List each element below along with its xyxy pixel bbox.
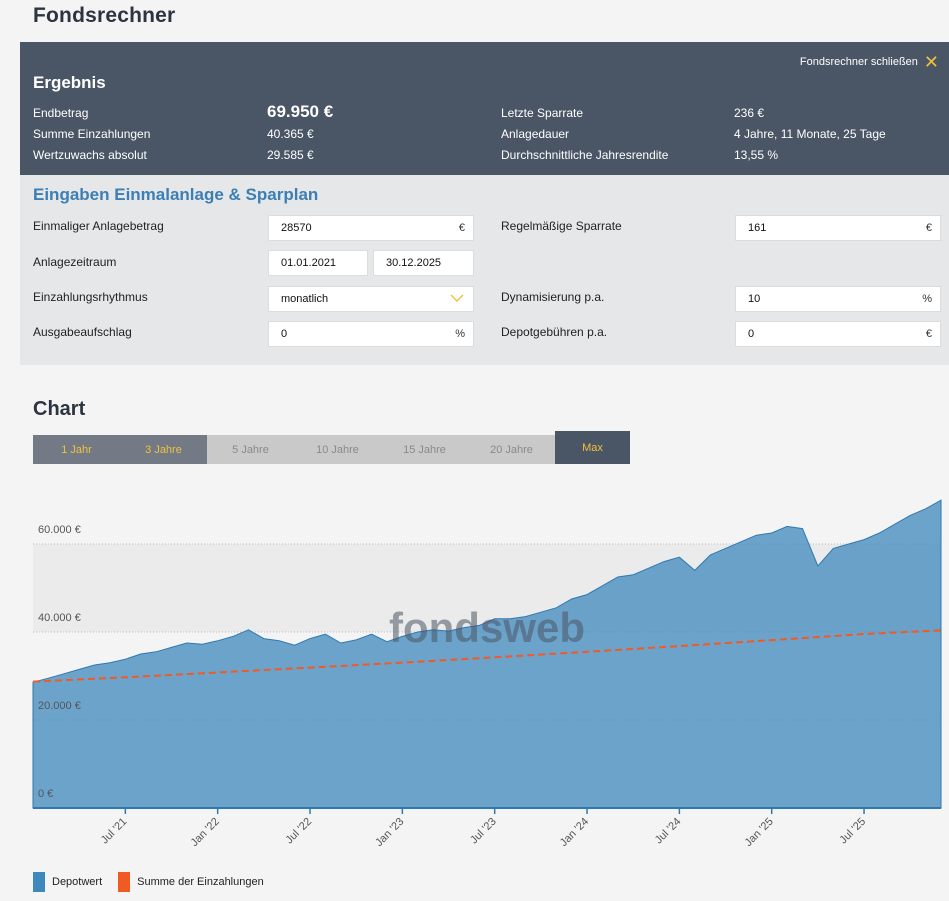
x-tick-label: Jul '25 bbox=[837, 816, 868, 847]
legend-depotwert: Depotwert bbox=[52, 876, 103, 888]
endbetrag-label: Endbetrag bbox=[33, 106, 89, 120]
letzte-sparrate-label: Letzte Sparrate bbox=[501, 106, 584, 120]
depot-label: Depotgebühren p.a. bbox=[501, 325, 608, 339]
jahresrendite-label: Durchschnittliche Jahresrendite bbox=[501, 148, 669, 162]
wertzuwachs-value: 29.585 € bbox=[267, 148, 314, 162]
zeitraum-start-input[interactable]: 01.01.2021 bbox=[268, 250, 368, 276]
range-selector: 1 Jahr 3 Jahre 5 Jahre 10 Jahre 15 Jahre… bbox=[33, 431, 630, 464]
x-tick-label: Jan '25 bbox=[742, 816, 775, 849]
y-tick-label: 20.000 € bbox=[38, 700, 81, 712]
dynamik-label: Dynamisierung p.a. bbox=[501, 290, 605, 304]
depot-value: 0 bbox=[748, 328, 755, 340]
dynamik-input[interactable]: 10 % bbox=[735, 286, 941, 312]
einzahlungen-swatch bbox=[118, 872, 131, 892]
depot-input[interactable]: 0 € bbox=[735, 321, 941, 347]
wertzuwachs-label: Wertzuwachs absolut bbox=[33, 148, 147, 162]
depotwert-swatch bbox=[33, 872, 45, 892]
einmal-value: 28570 bbox=[281, 222, 312, 234]
range-5-jahre[interactable]: 5 Jahre bbox=[207, 435, 294, 464]
range-1-jahr[interactable]: 1 Jahr bbox=[33, 435, 120, 464]
summe-einzahlungen-value: 40.365 € bbox=[267, 127, 314, 141]
close-icon[interactable]: ✕ bbox=[923, 52, 939, 72]
y-tick-label: 40.000 € bbox=[38, 612, 81, 624]
rhythmus-select[interactable]: monatlich bbox=[268, 286, 474, 312]
zeitraum-label: Anlagezeitraum bbox=[33, 255, 117, 269]
x-tick-label: Jan '24 bbox=[558, 816, 591, 849]
chevron-down-icon[interactable] bbox=[449, 290, 465, 306]
rhythmus-value: monatlich bbox=[281, 293, 329, 305]
zeitraum-end-value: 30.12.2025 bbox=[386, 257, 442, 269]
x-tick-label: Jul '21 bbox=[99, 816, 130, 847]
sparrate-value: 161 bbox=[748, 222, 767, 234]
zeitraum-end-input[interactable]: 30.12.2025 bbox=[373, 250, 474, 276]
inputs-title: Eingaben Einmalanlage & Sparplan bbox=[33, 185, 319, 204]
x-tick-label: Jan '23 bbox=[373, 816, 406, 849]
page-title: Fondsrechner bbox=[33, 4, 176, 27]
summe-einzahlungen-label: Summe Einzahlungen bbox=[33, 127, 151, 141]
depotwert-area bbox=[32, 499, 942, 809]
aufschlag-value: 0 bbox=[281, 328, 288, 340]
range-10-jahre[interactable]: 10 Jahre bbox=[294, 435, 381, 464]
range-max[interactable]: Max bbox=[555, 431, 630, 464]
range-3-jahre[interactable]: 3 Jahre bbox=[120, 435, 207, 464]
performance-chart: fondsweb 0 € 20.000 € 40.000 € 60.000 € Jul… bbox=[32, 499, 942, 849]
rhythmus-label: Einzahlungsrhythmus bbox=[33, 290, 148, 304]
chart-title: Chart bbox=[33, 398, 86, 420]
einzahlungen-line bbox=[32, 629, 942, 683]
depot-unit: € bbox=[925, 328, 932, 340]
x-tick-label: Jul '23 bbox=[468, 816, 499, 847]
sparrate-unit: € bbox=[925, 222, 932, 234]
letzte-sparrate-value: 236 € bbox=[734, 106, 765, 120]
jahresrendite-value: 13,55 % bbox=[734, 148, 779, 162]
x-tick-label: Jul '22 bbox=[283, 816, 314, 847]
dynamik-value: 10 bbox=[748, 293, 761, 305]
sparrate-input[interactable]: 161 € bbox=[735, 215, 941, 241]
range-20-jahre[interactable]: 20 Jahre bbox=[468, 435, 555, 464]
y-tick-label: 60.000 € bbox=[38, 524, 81, 536]
einmal-unit: € bbox=[458, 222, 465, 234]
inputs-panel: Eingaben Einmalanlage & Sparplan Einmali… bbox=[20, 175, 949, 365]
x-tick-label: Jan '22 bbox=[188, 816, 221, 849]
close-label: Fondsrechner schließen bbox=[799, 56, 918, 68]
anlagedauer-value: 4 Jahre, 11 Monate, 25 Tage bbox=[734, 127, 886, 141]
close-calculator-link[interactable]: Fondsrechner schließen ✕ bbox=[799, 52, 939, 72]
endbetrag-value: 69.950 € bbox=[267, 102, 334, 121]
x-tick-label: Jul '24 bbox=[653, 816, 684, 847]
aufschlag-input[interactable]: 0 % bbox=[268, 321, 474, 347]
aufschlag-label: Ausgabeaufschlag bbox=[33, 325, 132, 339]
sparrate-label: Regelmäßige Sparrate bbox=[501, 219, 622, 233]
watermark: fondsweb bbox=[389, 604, 585, 651]
einmal-label: Einmaliger Anlagebetrag bbox=[33, 219, 164, 233]
anlagedauer-label: Anlagedauer bbox=[501, 127, 570, 141]
aufschlag-unit: % bbox=[455, 328, 465, 340]
dynamik-unit: % bbox=[922, 293, 932, 305]
y-tick-label: 0 € bbox=[38, 788, 53, 800]
zeitraum-start-value: 01.01.2021 bbox=[281, 257, 337, 269]
result-panel: Fondsrechner schließen ✕ Ergebnis Endbet… bbox=[20, 42, 949, 175]
legend-einzahlungen: Summe der Einzahlungen bbox=[137, 876, 264, 888]
chart-legend: Depotwert Summe der Einzahlungen bbox=[33, 872, 264, 892]
range-15-jahre[interactable]: 15 Jahre bbox=[381, 435, 468, 464]
result-title: Ergebnis bbox=[33, 73, 106, 92]
einmal-input[interactable]: 28570 € bbox=[268, 215, 474, 241]
